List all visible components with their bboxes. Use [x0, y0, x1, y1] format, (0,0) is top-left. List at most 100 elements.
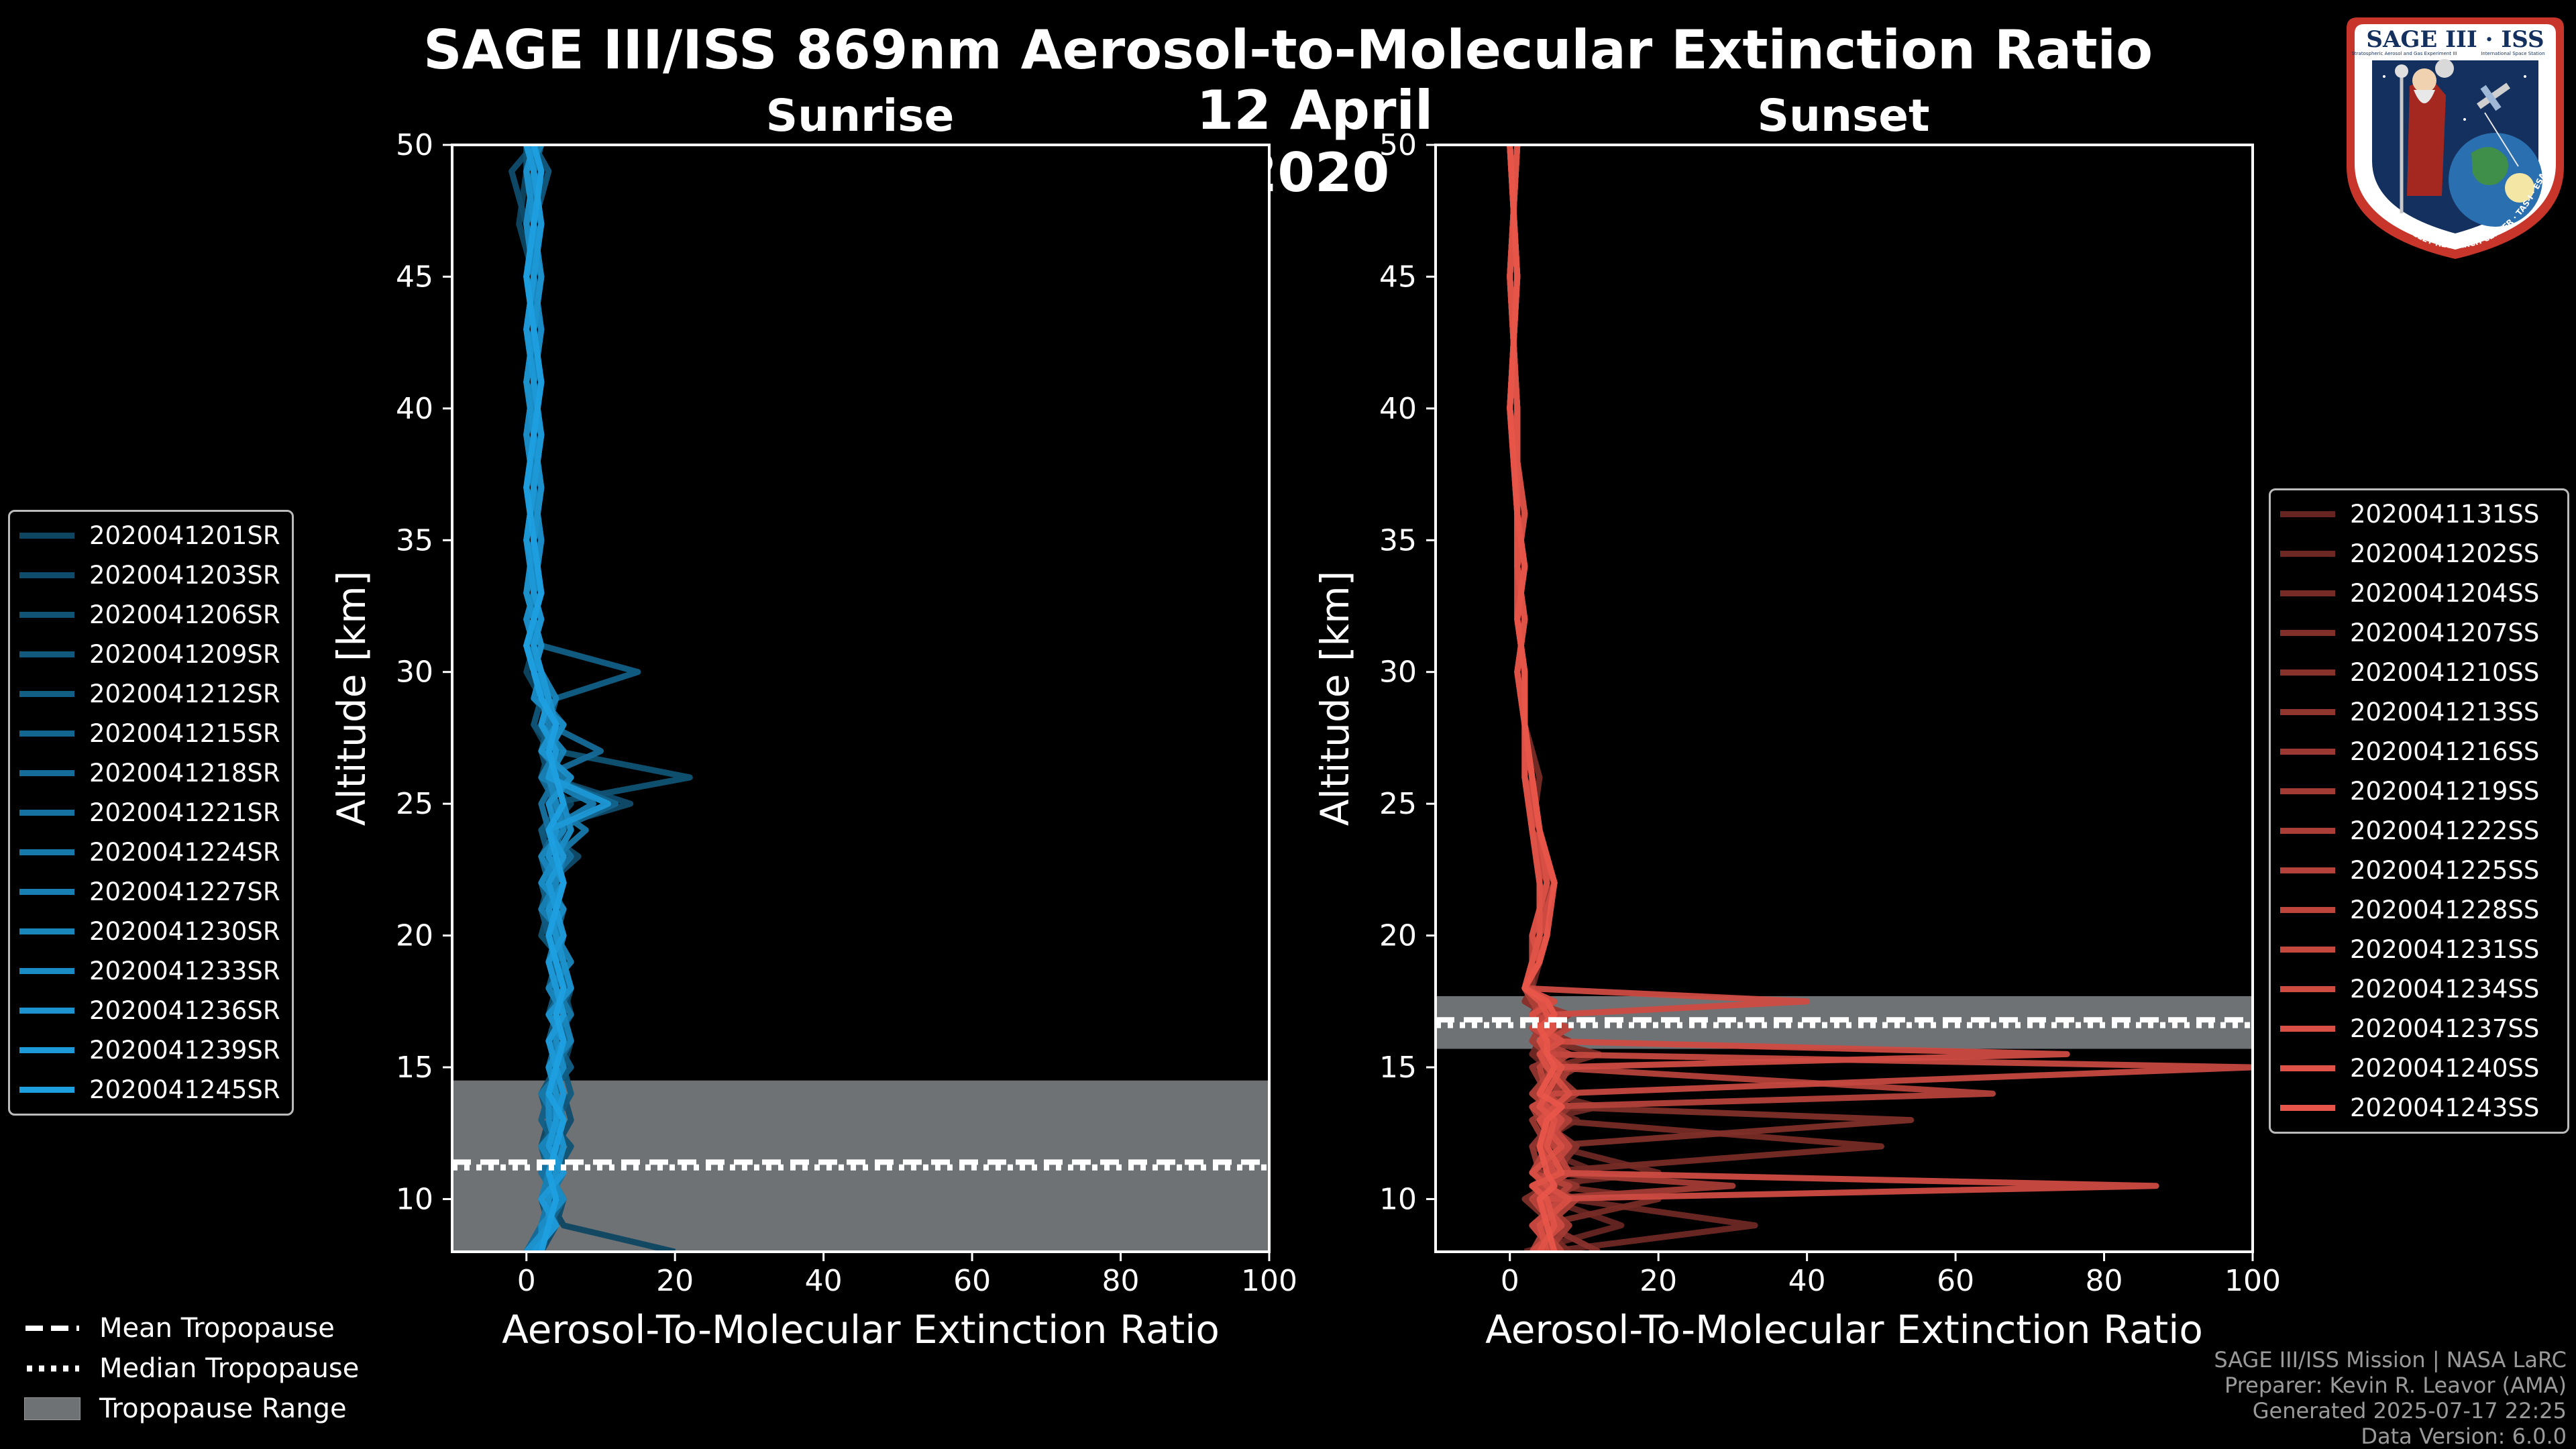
legend-item-2020041206SR: 2020041206SR: [10, 595, 292, 635]
sr-xtick-label: 0: [517, 1264, 536, 1298]
legend-tropopause-range: Tropopause Range: [24, 1389, 359, 1429]
legend-median-tropopause: Median Tropopause: [24, 1348, 359, 1389]
sr-ytick-label: 30: [396, 655, 433, 690]
legend-item-2020041202SS: 2020041202SS: [2271, 534, 2567, 574]
ss-ytick-label: 30: [1379, 655, 1417, 690]
legend-label: 2020041239SR: [89, 1036, 280, 1065]
legend-label: 2020041216SS: [2350, 737, 2540, 766]
legend-label: 2020041231SS: [2350, 935, 2540, 964]
legend-label: 2020041215SR: [89, 719, 280, 748]
legend-item-2020041215SR: 2020041215SR: [10, 714, 292, 753]
legend-swatch: [19, 651, 74, 657]
sr-yaxis-label: Altitude [km]: [329, 571, 374, 826]
legend-label: 2020041203SR: [89, 561, 280, 590]
legend-swatch: [2280, 1105, 2335, 1111]
ss-ytick-label: 20: [1379, 919, 1417, 953]
legend-label: 2020041221SR: [89, 798, 280, 827]
legend-swatch: [2280, 590, 2335, 596]
chart-title: SAGE III/ISS 869nm Aerosol-to-Molecular …: [423, 19, 2153, 81]
sunrise-panel: 0 20 40 60 80 100 10 15 20 25 30 35 40 45 50 Aerosol-To…: [329, 128, 1297, 1352]
ss-xtick-label: 0: [1501, 1264, 1519, 1298]
legend-swatch: [19, 770, 74, 776]
tropopause-legend: Mean Tropopause Median Tropopause Tropop…: [24, 1308, 359, 1429]
legend-label: 2020041243SS: [2350, 1093, 2540, 1122]
legend-label: 2020041236SR: [89, 996, 280, 1025]
legend-item-2020041228SS: 2020041228SS: [2271, 890, 2567, 930]
legend-label: 2020041240SS: [2350, 1054, 2540, 1083]
legend-label: 2020041234SS: [2350, 975, 2540, 1004]
legend-item-2020041234SS: 2020041234SS: [2271, 969, 2567, 1009]
legend-swatch: [19, 731, 74, 737]
legend-swatch: [19, 968, 74, 974]
legend-label: 2020041222SS: [2350, 816, 2540, 845]
ss-ytick-label: 50: [1379, 128, 1417, 162]
legend-swatch: [2280, 1065, 2335, 1071]
legend-label: 2020041230SR: [89, 917, 280, 946]
credit-generated: Generated 2025-07-17 22:25: [2252, 1398, 2567, 1424]
legend-item-2020041237SS: 2020041237SS: [2271, 1009, 2567, 1049]
ss-series-2020041243SS: [1507, 145, 1565, 1252]
logo-right-caption: International Space Station: [2481, 51, 2544, 56]
legend-swatch: [19, 691, 74, 697]
legend-label: 2020041237SS: [2350, 1014, 2540, 1043]
legend-item-2020041213SS: 2020041213SS: [2271, 692, 2567, 732]
ss-ytick-label: 40: [1379, 392, 1417, 426]
legend-item-2020041131SS: 2020041131SS: [2271, 494, 2567, 534]
legend-item-2020041216SS: 2020041216SS: [2271, 732, 2567, 771]
legend-item-2020041201SR: 2020041201SR: [10, 516, 292, 555]
legend-swatch: [2280, 788, 2335, 794]
ss-ytick-label: 25: [1379, 787, 1417, 821]
legend-label: 2020041207SS: [2350, 619, 2540, 647]
legend-item-2020041243SS: 2020041243SS: [2271, 1088, 2567, 1128]
legend-item-2020041239SR: 2020041239SR: [10, 1030, 292, 1070]
legend-label: 2020041219SS: [2350, 777, 2540, 806]
sage-iii-iss-logo: SAGE III · ISS Stratospheric Aerosol and…: [2347, 17, 2564, 259]
legend-item-2020041209SR: 2020041209SR: [10, 635, 292, 674]
sr-xtick-label: 60: [953, 1264, 991, 1298]
sr-ytick-label: 25: [396, 787, 433, 821]
legend-mean-label: Mean Tropopause: [99, 1313, 335, 1344]
legend-swatch: [19, 572, 74, 578]
legend-swatch: [2280, 709, 2335, 715]
legend-item-2020041240SS: 2020041240SS: [2271, 1049, 2567, 1088]
sunrise-legend: 2020041201SR 2020041203SR 2020041206SR 2020…: [8, 510, 294, 1116]
legend-item-2020041222SS: 2020041222SS: [2271, 811, 2567, 851]
ss-yaxis-label: Altitude [km]: [1312, 571, 1358, 826]
sunset-panel: 0 20 40 60 80 100 10 15 20 25 30 35 40 45 50 Aerosol-To…: [1312, 128, 2281, 1352]
legend-item-2020041233SR: 2020041233SR: [10, 951, 292, 991]
legend-item-2020041225SS: 2020041225SS: [2271, 851, 2567, 890]
legend-swatch: [19, 533, 74, 539]
legend-swatch: [19, 1008, 74, 1014]
legend-swatch: [19, 849, 74, 855]
legend-item-2020041227SR: 2020041227SR: [10, 872, 292, 912]
legend-label: 2020041224SR: [89, 838, 280, 867]
legend-item-2020041204SS: 2020041204SS: [2271, 574, 2567, 613]
legend-swatch: [19, 810, 74, 816]
legend-item-2020041218SR: 2020041218SR: [10, 753, 292, 793]
legend-label: 2020041218SR: [89, 759, 280, 788]
sr-ytick-label: 40: [396, 392, 433, 426]
ss-ytick-label: 45: [1379, 260, 1417, 294]
legend-label: 2020041202SS: [2350, 539, 2540, 568]
legend-swatch: [19, 928, 74, 934]
sr-xtick-label: 80: [1102, 1264, 1140, 1298]
legend-label: 2020041245SR: [89, 1075, 280, 1104]
legend-item-2020041245SR: 2020041245SR: [10, 1070, 292, 1110]
legend-swatch: [2280, 828, 2335, 834]
sr-xaxis-label: Aerosol-To-Molecular Extinction Ratio: [502, 1307, 1220, 1352]
legend-swatch: [2280, 630, 2335, 636]
legend-item-2020041224SR: 2020041224SR: [10, 833, 292, 872]
legend-median-label: Median Tropopause: [99, 1353, 360, 1384]
credit-preparer: Preparer: Kevin R. Leavor (AMA): [2224, 1373, 2567, 1398]
legend-item-2020041210SS: 2020041210SS: [2271, 653, 2567, 692]
ss-xtick-label: 20: [1640, 1264, 1677, 1298]
legend-label: 2020041233SR: [89, 957, 280, 985]
legend-label: 2020041201SR: [89, 521, 280, 550]
sr-ytick-label: 45: [396, 260, 433, 294]
legend-label: 2020041131SS: [2350, 500, 2540, 529]
ss-ytick-label: 15: [1379, 1051, 1417, 1085]
ss-ytick-label: 10: [1379, 1182, 1417, 1216]
logo-title: SAGE III · ISS: [2366, 26, 2544, 53]
legend-mean-tropopause: Mean Tropopause: [24, 1308, 359, 1348]
